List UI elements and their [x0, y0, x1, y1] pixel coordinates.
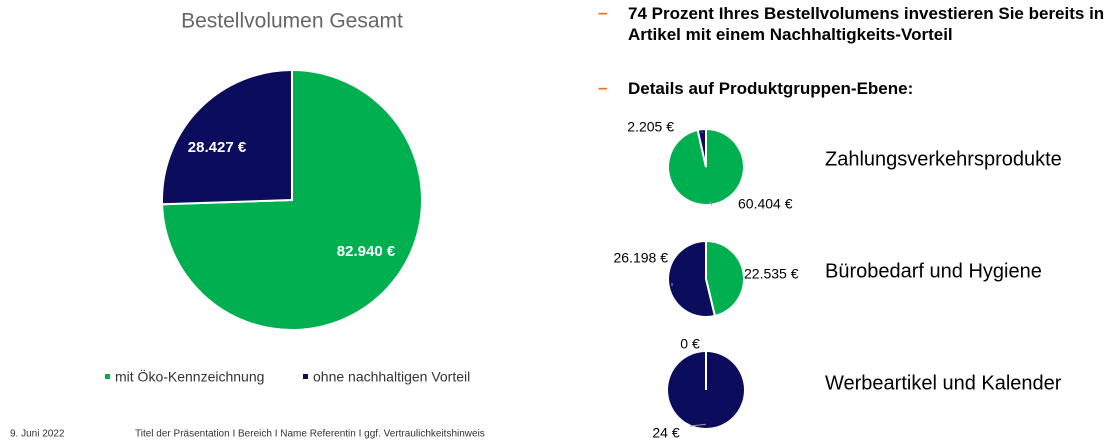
- data-label: 24 €: [652, 425, 679, 441]
- pie-slice: [696, 127, 707, 168]
- data-label: 26.198 €: [614, 250, 669, 266]
- data-label: 60.404 €: [738, 196, 793, 212]
- chart-title: Zahlungsverkehrsprodukte: [825, 148, 1062, 170]
- leader-line: [689, 423, 707, 427]
- bullet-text: Details auf Produktgruppen-Ebene:: [628, 79, 914, 98]
- chart-title: Bürobedarf und Hygiene: [825, 260, 1042, 282]
- legend-swatch: [303, 374, 308, 379]
- pie-slice: [705, 239, 745, 318]
- chart-title: Werbeartikel und Kalender: [825, 372, 1062, 394]
- data-label: 0 €: [680, 336, 700, 352]
- legend-label: mit Öko-Kennzeichnung: [115, 368, 264, 385]
- bullet-text: 74 Prozent Ihres Bestellvolumens investi…: [628, 4, 1105, 44]
- bullet-dash: –: [598, 78, 608, 97]
- data-label: 22.535 €: [744, 266, 799, 282]
- leader-line: [709, 200, 713, 206]
- data-label: 2.205 €: [627, 119, 674, 135]
- pie-slice: [667, 239, 717, 318]
- footer-text: Titel der Präsentation I Bereich I Name …: [135, 429, 485, 440]
- footer-date: 9. Juni 2022: [10, 429, 65, 440]
- pie-slice: [161, 68, 293, 206]
- bullet-dash: –: [598, 3, 608, 22]
- legend-label: ohne nachhaltigen Vorteil: [313, 369, 470, 385]
- legend-swatch: [105, 374, 110, 379]
- chart-title: Bestellvolumen Gesamt: [181, 10, 403, 33]
- data-label: 28.427 €: [188, 139, 247, 156]
- data-label: 82.940 €: [337, 243, 396, 260]
